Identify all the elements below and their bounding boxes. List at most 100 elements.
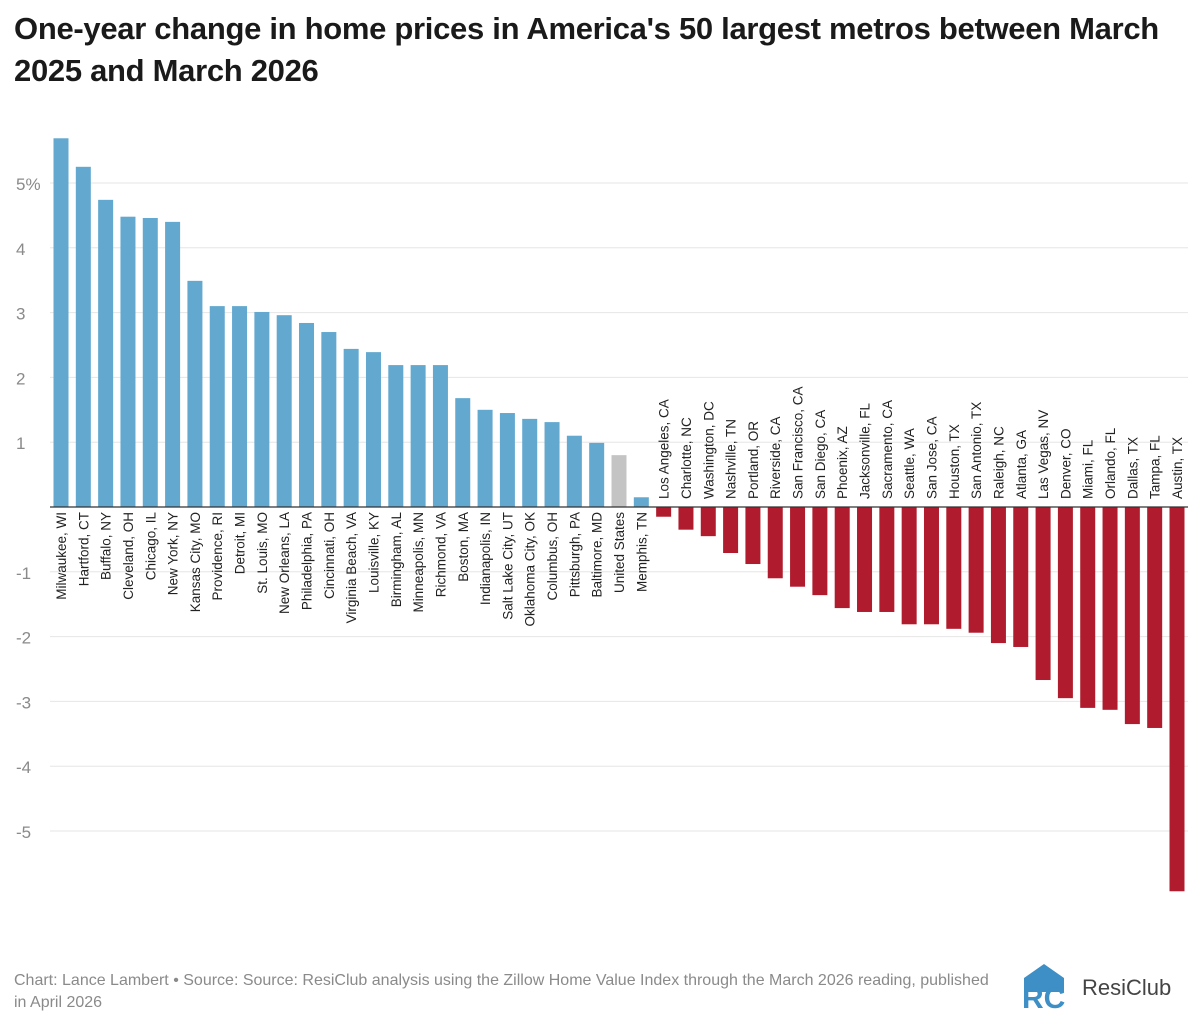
category-label: Buffalo, NY <box>99 512 114 580</box>
category-label: New York, NY <box>166 512 181 595</box>
category-label: Orlando, FL <box>1103 427 1118 499</box>
bar <box>1013 507 1029 647</box>
bar <box>477 409 493 507</box>
bar <box>745 507 761 565</box>
category-label: Los Angeles, CA <box>657 399 672 499</box>
bar <box>455 398 471 507</box>
y-tick-label: 1 <box>16 434 25 453</box>
bar <box>232 306 248 507</box>
bar <box>75 166 91 508</box>
category-label: Memphis, TN <box>634 512 649 592</box>
category-label: Houston, TX <box>947 424 962 499</box>
bar <box>499 413 515 507</box>
category-label: San Antonio, TX <box>969 402 984 499</box>
bar <box>276 315 292 507</box>
svg-text:RC: RC <box>1022 982 1065 1012</box>
bar <box>901 507 917 625</box>
y-tick-label: 3 <box>16 305 25 324</box>
category-label: Hartford, CT <box>76 512 91 586</box>
category-label: Phoenix, AZ <box>835 426 850 499</box>
category-label: Columbus, OH <box>545 512 560 601</box>
category-label: Las Vegas, NV <box>1036 410 1051 499</box>
y-tick-label: -2 <box>16 629 31 648</box>
category-label: Virginia Beach, VA <box>344 512 359 623</box>
y-tick-label: -5 <box>16 823 31 842</box>
category-label: Kansas City, MO <box>188 512 203 612</box>
bar <box>1057 507 1073 699</box>
bar <box>321 332 337 507</box>
category-label: Birmingham, AL <box>389 512 404 608</box>
y-tick-label: -4 <box>16 758 31 777</box>
y-tick-label: 5% <box>16 175 41 194</box>
category-label: Nashville, TN <box>724 419 739 499</box>
category-label: Richmond, VA <box>433 512 448 597</box>
category-label: San Jose, CA <box>924 416 939 499</box>
y-tick-label: 4 <box>16 240 25 259</box>
bar <box>544 422 560 507</box>
category-label: San Francisco, CA <box>791 386 806 499</box>
bar <box>343 348 359 507</box>
bar <box>209 306 225 507</box>
category-label: Indianapolis, IN <box>478 512 493 605</box>
y-tick-label: -3 <box>16 693 31 712</box>
bar <box>1102 507 1118 710</box>
bar <box>812 507 828 596</box>
category-label: Portland, OR <box>746 421 761 499</box>
bar <box>410 365 426 507</box>
category-label: Raleigh, NC <box>991 426 1006 499</box>
category-label: Riverside, CA <box>768 416 783 499</box>
category-label: Pittsburgh, PA <box>567 512 582 597</box>
chart-title: One-year change in home prices in Americ… <box>14 11 1159 88</box>
category-label: Jacksonville, FL <box>858 402 873 499</box>
bar <box>656 507 672 517</box>
category-label: Sacramento, CA <box>880 400 895 499</box>
bar <box>723 507 739 554</box>
bar <box>946 507 962 629</box>
category-label: Chicago, IL <box>143 512 158 581</box>
bar <box>879 507 895 612</box>
bar <box>1035 507 1051 681</box>
bar <box>432 365 448 507</box>
category-label: Cincinnati, OH <box>322 512 337 599</box>
bar <box>790 507 806 587</box>
bar-chart: -5 -4 -3 -2 -1 1 2 3 4 5% Milwaukee, WI Hartford, C… <box>16 138 1188 892</box>
y-tick-label: -1 <box>16 564 31 583</box>
bar <box>767 507 783 579</box>
bar <box>142 217 158 507</box>
category-label: Milwaukee, WI <box>54 512 69 600</box>
category-label: Seattle, WA <box>902 428 917 499</box>
category-label: Dallas, TX <box>1125 437 1140 499</box>
bar <box>700 507 716 537</box>
category-label: Austin, TX <box>1170 437 1185 499</box>
bar <box>365 352 381 507</box>
bar <box>53 138 69 507</box>
bar <box>857 507 873 612</box>
bar <box>923 507 939 625</box>
category-label: Louisville, KY <box>366 512 381 593</box>
bar <box>299 322 315 507</box>
category-label: Salt Lake City, UT <box>500 512 515 620</box>
bar <box>1080 507 1096 708</box>
bar <box>120 216 136 508</box>
category-label: Atlanta, GA <box>1014 430 1029 499</box>
bar <box>990 507 1006 644</box>
category-label: New Orleans, LA <box>277 512 292 614</box>
category-label: Miami, FL <box>1081 439 1096 499</box>
category-label: San Diego, CA <box>813 410 828 499</box>
bar <box>1147 507 1163 728</box>
resiclub-logo-icon: RC <box>1022 964 1065 1015</box>
category-label: St. Louis, MO <box>255 512 270 594</box>
category-label: United States <box>612 512 627 593</box>
bar <box>98 199 114 507</box>
category-label: Minneapolis, MN <box>411 512 426 613</box>
category-label: Tampa, FL <box>1148 435 1163 499</box>
bar <box>566 435 582 507</box>
bar <box>165 221 181 507</box>
category-label: Oklahoma City, OK <box>523 512 538 627</box>
chart-footer: Chart: Lance Lambert • Source: Source: R… <box>14 972 989 1011</box>
category-label: Providence, RI <box>210 512 225 601</box>
bar <box>254 311 270 507</box>
category-label: Philadelphia, PA <box>300 512 315 610</box>
bar <box>388 365 404 507</box>
bar <box>611 455 627 507</box>
